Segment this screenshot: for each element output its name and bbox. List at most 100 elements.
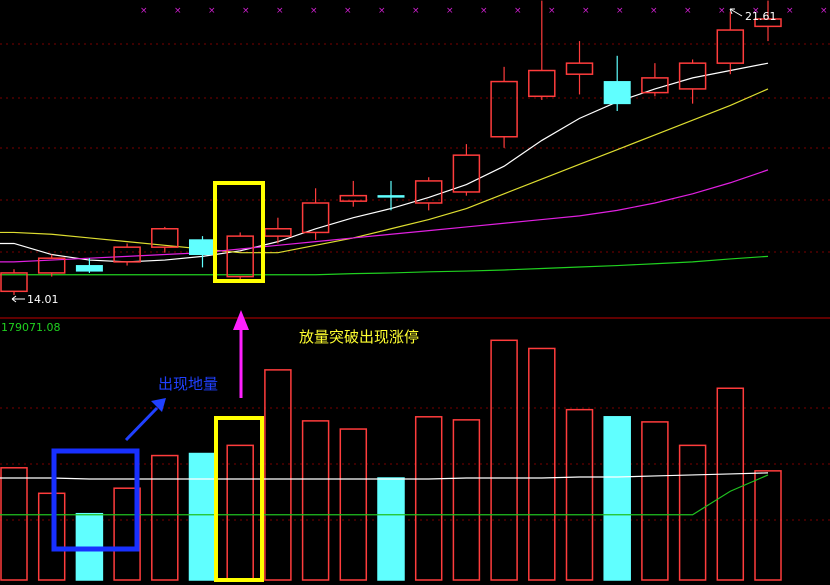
candle-body xyxy=(528,69,556,98)
candle-body xyxy=(264,228,292,237)
top-marker: × xyxy=(582,6,590,16)
volume-bar xyxy=(0,467,28,581)
candle xyxy=(189,236,216,268)
volume-bar xyxy=(641,421,669,581)
candle xyxy=(377,180,405,211)
candle-body xyxy=(641,77,669,94)
candle xyxy=(226,232,254,281)
low-price-arrow-icon xyxy=(11,295,25,303)
volume-bar xyxy=(151,454,179,581)
top-marker: × xyxy=(684,6,692,16)
candle xyxy=(528,0,556,100)
volume-bar xyxy=(490,339,518,581)
top-marker: × xyxy=(310,6,318,16)
grid-lines: × × × × × × × × × × × × × × × × × × × × × xyxy=(0,6,830,521)
volume-bar xyxy=(188,452,217,581)
volume-ma-lines xyxy=(0,472,769,516)
volume-bar xyxy=(603,416,631,581)
top-marker: × xyxy=(480,6,488,16)
top-marker: × xyxy=(174,6,182,16)
volume-bar xyxy=(565,408,594,581)
top-marker: × xyxy=(242,6,250,16)
candle xyxy=(490,66,518,148)
volume-ma-line xyxy=(0,472,769,480)
high-price-arrow-icon xyxy=(729,8,743,17)
low-volume-arrow-icon xyxy=(124,398,166,442)
candles xyxy=(0,0,782,295)
volume-bar xyxy=(754,470,782,581)
low-price-label: 14.01 xyxy=(27,293,59,306)
price-ma-line xyxy=(0,62,769,263)
candle xyxy=(301,188,330,240)
top-marker: × xyxy=(446,6,454,16)
volume-bar xyxy=(414,416,443,581)
candle-body xyxy=(452,154,481,193)
candle xyxy=(151,226,179,253)
low-volume-highlight xyxy=(51,448,140,552)
volume-bar xyxy=(716,387,745,581)
candle xyxy=(678,59,707,104)
top-marker: × xyxy=(276,6,284,16)
candle-body xyxy=(377,195,405,198)
volume-bar xyxy=(301,420,330,581)
top-marker: × xyxy=(412,6,420,16)
candle xyxy=(452,144,481,196)
volume-bar xyxy=(339,428,368,581)
top-marker: × xyxy=(616,6,624,16)
candle-body xyxy=(603,81,631,105)
top-marker: × xyxy=(344,6,352,16)
top-marker: × xyxy=(786,6,794,16)
top-marker: × xyxy=(378,6,386,16)
candle xyxy=(716,11,745,75)
top-marker: × xyxy=(718,6,726,16)
volume-bar xyxy=(452,419,481,581)
candle-body xyxy=(75,265,103,272)
candle xyxy=(603,55,631,111)
breakout-annotation: 放量突破出现涨停 xyxy=(299,328,419,346)
price-ma-line xyxy=(0,88,769,254)
candle-body xyxy=(189,239,216,256)
candle xyxy=(641,63,669,97)
top-marker: × xyxy=(650,6,658,16)
candle-body xyxy=(339,194,368,202)
top-marker: × xyxy=(752,6,760,16)
candle-body xyxy=(754,18,782,28)
candle-body xyxy=(37,257,66,274)
top-marker: × xyxy=(208,6,216,16)
candle xyxy=(339,180,368,207)
price-ma-line xyxy=(0,255,769,276)
candle-body xyxy=(151,228,179,248)
candle-body xyxy=(301,202,330,234)
volume-panel-title: 179071.08 xyxy=(1,321,61,334)
volume-bars xyxy=(0,339,782,581)
volume-bar xyxy=(226,444,254,581)
top-marker: × xyxy=(820,6,828,16)
candle-body xyxy=(414,180,443,204)
candle xyxy=(37,254,66,277)
candle-body xyxy=(0,272,28,293)
volume-bar xyxy=(528,347,556,581)
volume-bar xyxy=(264,369,292,581)
candle-body xyxy=(678,62,707,90)
volume-ma-line xyxy=(0,474,769,516)
low-volume-annotation: 出现地量 xyxy=(158,375,218,393)
price-ma-line xyxy=(0,169,769,263)
breakout-volume-highlight xyxy=(214,416,264,582)
volume-bar xyxy=(377,477,405,581)
candle xyxy=(75,258,103,273)
candle-body xyxy=(490,80,518,138)
candle xyxy=(565,41,594,95)
candle-body xyxy=(565,62,594,75)
candle-body xyxy=(113,246,141,263)
candle xyxy=(754,0,782,42)
candle xyxy=(0,269,28,295)
breakout-arrow-icon xyxy=(233,310,249,398)
top-marker: × xyxy=(548,6,556,16)
candle xyxy=(414,177,443,211)
candle-body xyxy=(716,29,745,64)
breakout-candle-highlight xyxy=(213,181,265,283)
volume-bar xyxy=(678,444,707,581)
volume-bar xyxy=(113,487,141,581)
candle xyxy=(113,243,141,266)
